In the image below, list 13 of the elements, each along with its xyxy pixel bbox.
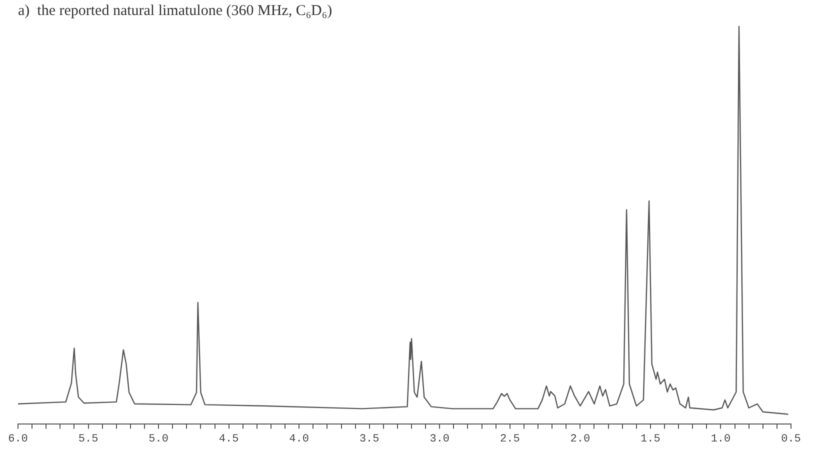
x-tick-label: 3.5 bbox=[359, 433, 380, 446]
x-tick-label: 2.5 bbox=[500, 433, 520, 446]
x-tick-label: 5.5 bbox=[78, 433, 98, 446]
x-tick-label: 0.5 bbox=[781, 433, 801, 446]
x-tick-label: 1.0 bbox=[710, 433, 731, 446]
x-tick-label: 2.0 bbox=[570, 433, 590, 446]
x-tick-label: 6.0 bbox=[8, 433, 28, 446]
x-tick-label: 1.5 bbox=[640, 433, 660, 446]
chart-title: a) the reported natural limatulone (360 MHz, C₆D₆) bbox=[18, 2, 332, 19]
x-tick-label: 3.0 bbox=[430, 433, 450, 446]
x-tick-label: 4.0 bbox=[289, 433, 309, 446]
x-tick-label: 5.0 bbox=[148, 433, 168, 446]
x-tick-label: 4.5 bbox=[218, 433, 239, 446]
